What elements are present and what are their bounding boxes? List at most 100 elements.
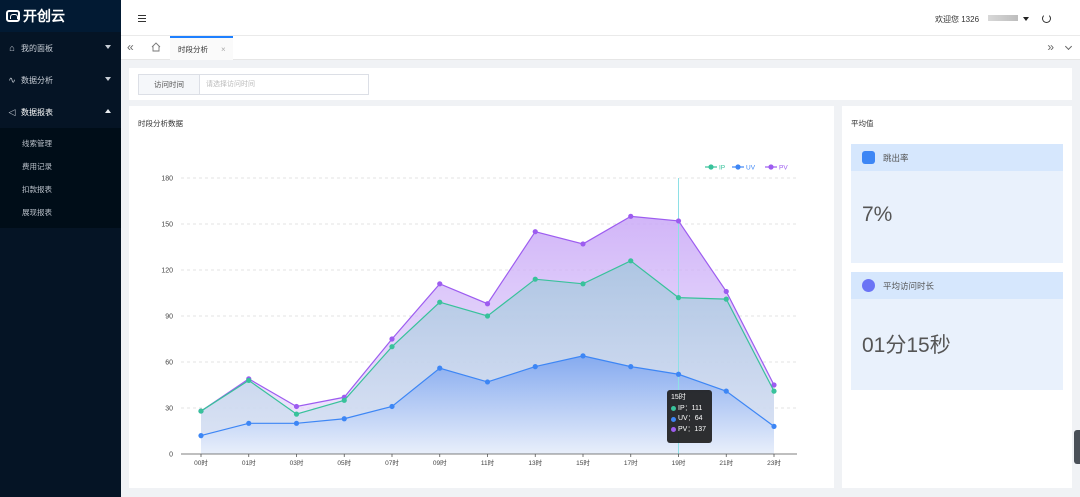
- legend-marker-uv: [735, 164, 741, 170]
- chart-card: 时段分析数据 0 30 60 90 120 150 180 00时 01时 03时 05时 07时 09…: [129, 106, 834, 488]
- data-point-pv: [484, 301, 491, 307]
- data-point-ip: [389, 344, 395, 350]
- chevron-down-icon[interactable]: [1064, 42, 1073, 51]
- y-tick-label: 30: [165, 406, 173, 413]
- sidebar-item-analysis[interactable]: ∿ 数据分析: [0, 64, 121, 96]
- home-tab-icon[interactable]: [151, 42, 161, 52]
- user-dropdown-icon[interactable]: [1023, 17, 1029, 21]
- x-tick-label: 03时: [290, 458, 304, 467]
- tab-time-analysis[interactable]: 时段分析 ×: [170, 36, 233, 60]
- data-point-uv: [293, 420, 300, 426]
- scroll-right-icon[interactable]: »: [1047, 40, 1054, 54]
- data-point-pv: [532, 229, 538, 235]
- data-point-pv: [628, 213, 634, 219]
- legend-marker-ip: [708, 164, 714, 170]
- tooltip-value: 137: [694, 425, 707, 433]
- avg-duration-box: 平均访问时长 01分15秒: [851, 272, 1063, 390]
- data-point-ip: [580, 281, 586, 287]
- tooltip-row-ip: IP： 111: [671, 404, 708, 415]
- x-tick-label: 15时: [576, 458, 590, 467]
- logo[interactable]: 开创云: [0, 0, 121, 32]
- tooltip-label: IP：: [678, 404, 692, 412]
- x-tick-label: 07时: [385, 458, 399, 467]
- averages-card: 平均值 跳出率 7% 平均访问时长 01分15秒: [842, 106, 1072, 488]
- x-tick-label: 01时: [242, 458, 256, 467]
- tooltip-label: PV：: [678, 425, 695, 433]
- sidebar-item-reports[interactable]: ◁ 数据报表: [0, 96, 121, 128]
- refresh-icon[interactable]: [1042, 14, 1051, 23]
- tooltip-title: 15时: [671, 394, 686, 401]
- sub-item-leads[interactable]: 线索管理: [22, 139, 52, 148]
- home-icon: ⌂: [9, 43, 15, 53]
- sidebar-item-label: 数据分析: [21, 75, 53, 85]
- scroll-left-icon[interactable]: «: [127, 40, 134, 54]
- data-point-ip: [628, 258, 634, 264]
- sub-item-costs[interactable]: 费用记录: [22, 162, 52, 171]
- ip-dot-icon: [671, 406, 676, 412]
- x-tick-label: 05时: [337, 458, 351, 467]
- filter-card: 访问时间: [129, 68, 1072, 100]
- floating-side-widget[interactable]: [1074, 430, 1080, 464]
- bounce-rate-value: 7%: [862, 203, 893, 226]
- tooltip-row-pv: PV： 137: [671, 425, 708, 436]
- legend-label-ip: IP: [719, 165, 725, 172]
- data-point-ip: [771, 388, 777, 394]
- sidebar-item-label: 我的面板: [21, 43, 53, 53]
- x-tick-label: 11时: [481, 458, 495, 467]
- visit-time-input[interactable]: [200, 75, 368, 94]
- x-tick-label: 17时: [624, 458, 638, 467]
- data-point-uv: [628, 364, 634, 370]
- chevron-down-icon: [105, 45, 111, 49]
- sidebar-item-dashboard[interactable]: ⌂ 我的面板: [0, 32, 121, 64]
- welcome-text: 欢迎您 1326: [935, 15, 980, 24]
- legend-label-uv: UV: [746, 165, 756, 172]
- visit-time-label: 访问时间: [139, 75, 200, 94]
- x-tick-label: 19时: [672, 458, 686, 467]
- data-point-uv: [771, 423, 777, 429]
- close-icon[interactable]: ×: [221, 44, 226, 54]
- send-icon: ◁: [8, 106, 16, 117]
- logo-icon: [6, 10, 20, 22]
- data-point-uv: [341, 416, 347, 422]
- tooltip-value: 64: [694, 415, 703, 422]
- avg-duration-label: 平均访问时长: [883, 280, 935, 291]
- data-point-ip: [532, 276, 538, 282]
- visit-time-filter: 访问时间: [138, 74, 369, 95]
- area-uv: [201, 355, 774, 454]
- tab-bar: « 时段分析 × »: [121, 36, 1080, 60]
- time-analysis-chart[interactable]: 0 30 60 90 120 150 180 00时 01时 03时 05时 07时 09时 11时 13时…: [129, 106, 834, 488]
- data-point-pv: [580, 241, 586, 247]
- chart-card-title: 时段分析数据: [138, 119, 183, 128]
- data-point-uv: [198, 433, 204, 439]
- data-point-ip: [484, 313, 491, 319]
- legend-label-pv: PV: [779, 165, 788, 172]
- data-point-ip: [437, 299, 443, 305]
- sidebar-item-label: 数据报表: [21, 107, 53, 117]
- bounce-rate-header: 跳出率: [851, 144, 1063, 171]
- chevron-down-icon: [105, 77, 111, 81]
- x-tick-label: 00时: [194, 458, 208, 467]
- data-point-ip: [723, 296, 729, 302]
- data-point-ip: [675, 295, 682, 301]
- uv-dot-icon: [671, 416, 676, 422]
- menu-toggle-icon[interactable]: [138, 15, 146, 22]
- data-point-pv: [293, 403, 300, 410]
- data-point-uv: [389, 403, 395, 410]
- avg-duration-header: 平均访问时长: [851, 272, 1063, 299]
- tooltip-row-uv: UV： 64: [671, 414, 708, 425]
- sidebar-menu: ⌂ 我的面板 ∿ 数据分析 ◁ 数据报表: [0, 32, 121, 128]
- reports-submenu: 线索管理 费用记录 扣款报表 展现报表: [0, 128, 121, 228]
- trend-chart-icon: [862, 151, 875, 164]
- averages-title: 平均值: [851, 119, 874, 128]
- sub-item-impressions[interactable]: 展现报表: [22, 208, 52, 217]
- data-point-ip: [198, 408, 204, 414]
- x-tick-label: 21时: [719, 458, 733, 467]
- avg-duration-value: 01分15秒: [862, 334, 951, 357]
- data-point-pv: [675, 218, 682, 224]
- data-point-pv: [771, 382, 777, 388]
- legend-marker-pv: [768, 164, 774, 170]
- bounce-rate-label: 跳出率: [883, 152, 909, 163]
- y-tick-label: 150: [161, 222, 173, 229]
- sub-item-deductions[interactable]: 扣款报表: [22, 185, 52, 194]
- pulse-icon: ∿: [8, 74, 16, 85]
